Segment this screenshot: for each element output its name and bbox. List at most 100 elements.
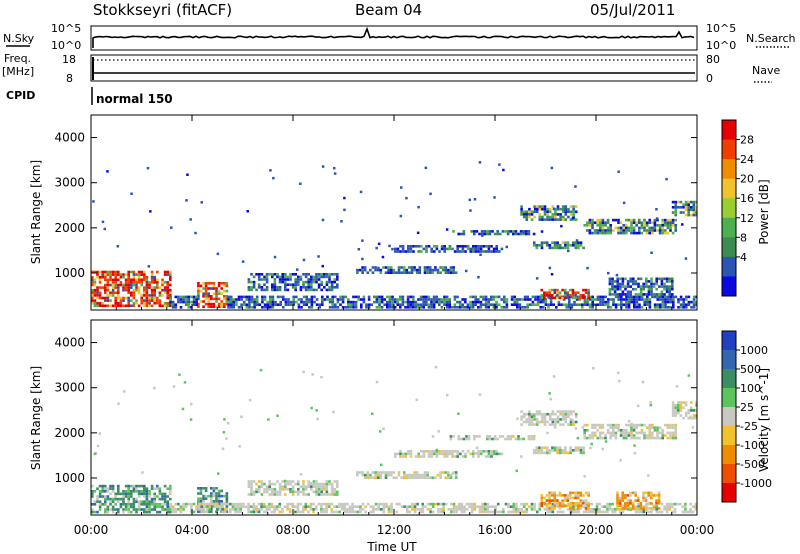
data-cell-1-0 (132, 508, 136, 511)
data-cell-1-2 (265, 505, 269, 508)
data-cell-1-0 (148, 503, 151, 506)
scatter-cell-1 (590, 442, 593, 446)
data-cell-0-8 (561, 241, 565, 244)
data-cell-0-3 (505, 306, 509, 309)
data-cell-1-2 (262, 502, 266, 506)
data-cell-0-3 (401, 298, 405, 301)
data-cell-1-3 (304, 493, 308, 496)
data-cell-1-2 (665, 508, 669, 511)
data-cell-0-0 (163, 288, 167, 292)
data-cell-1-2 (255, 508, 258, 511)
data-cell-0-7 (499, 232, 502, 236)
data-cell-1-4 (449, 473, 453, 477)
data-cell-0-9 (533, 210, 536, 214)
data-cell-1-0 (135, 487, 138, 490)
data-cell-0-7 (496, 232, 499, 236)
data-cell-1-8 (541, 418, 544, 421)
data-cell-1-9 (612, 426, 615, 429)
scatter-cell-0 (607, 271, 610, 275)
data-cell-0-12 (553, 288, 557, 292)
data-cell-1-9 (645, 426, 649, 429)
data-cell-0-0 (109, 275, 112, 279)
data-cell-0-4 (252, 275, 256, 279)
data-cell-0-10 (638, 229, 641, 232)
data-cell-0-5 (439, 266, 442, 269)
data-cell-0-0 (117, 301, 120, 305)
data-cell-1-2 (369, 510, 373, 514)
data-cell-1-2 (590, 510, 594, 514)
data-cell-1-9 (658, 436, 662, 440)
data-cell-1-4 (384, 473, 388, 477)
data-cell-1-4 (431, 476, 435, 479)
data-cell-1-0 (166, 487, 169, 490)
data-cell-0-4 (307, 278, 310, 281)
data-cell-1-5 (394, 452, 397, 456)
colorbar-tick-label: -100 (740, 439, 765, 452)
data-cell-1-6 (527, 437, 531, 441)
data-cell-0-3 (227, 295, 230, 299)
data-cell-1-2 (405, 508, 409, 511)
data-cell-1-2 (356, 510, 360, 514)
data-cell-1-2 (567, 502, 570, 506)
data-cell-1-0 (104, 487, 107, 490)
data-cell-1-10 (677, 406, 680, 410)
data-cell-1-8 (522, 415, 526, 419)
y-tick-label: 2000 (54, 221, 85, 235)
data-cell-1-0 (91, 508, 94, 511)
data-cell-1-3 (325, 482, 329, 486)
data-cell-1-0 (101, 495, 104, 498)
data-cell-0-10 (606, 221, 610, 224)
data-cell-0-0 (163, 273, 167, 276)
data-cell-0-1 (223, 289, 226, 293)
data-cell-0-0 (158, 304, 162, 308)
data-cell-0-6 (474, 250, 478, 253)
colorbar-frame (721, 119, 737, 297)
scatter-cell-0 (550, 166, 554, 170)
data-cell-1-12 (634, 494, 637, 497)
data-cell-1-11 (553, 491, 557, 495)
data-cell-0-0 (114, 273, 117, 276)
data-cell-0-0 (156, 301, 159, 305)
data-cell-0-9 (520, 210, 523, 214)
data-cell-0-3 (482, 298, 485, 301)
data-cell-1-3 (312, 485, 316, 488)
data-cell-0-6 (399, 245, 402, 248)
data-cell-1-2 (429, 508, 432, 511)
data-cell-1-9 (622, 436, 625, 440)
data-cell-1-0 (148, 508, 151, 511)
data-cell-0-3 (461, 306, 464, 309)
data-cell-0-13 (621, 280, 625, 283)
data-cell-1-5 (490, 455, 493, 458)
data-cell-0-10 (609, 229, 612, 232)
data-cell-0-0 (111, 291, 115, 295)
scatter-cell-0 (681, 223, 684, 226)
data-cell-0-6 (495, 250, 498, 253)
data-cell-0-13 (611, 280, 614, 283)
data-cell-1-2 (431, 502, 435, 506)
data-cell-0-3 (469, 303, 472, 306)
data-cell-1-5 (430, 455, 433, 458)
data-cell-1-11 (561, 504, 564, 508)
data-cell-0-13 (665, 285, 669, 288)
data-cell-0-4 (328, 286, 331, 289)
data-cell-0-1 (199, 284, 203, 288)
data-cell-0-3 (666, 295, 670, 299)
data-cell-0-0 (163, 286, 167, 289)
scatter-cell-1 (217, 472, 220, 475)
data-cell-1-2 (481, 510, 484, 514)
data-cell-0-0 (91, 301, 94, 305)
data-cell-1-2 (385, 502, 388, 506)
data-cell-0-13 (613, 285, 617, 288)
scatter-cell-0 (615, 273, 619, 277)
data-cell-0-4 (281, 280, 284, 284)
data-cell-1-12 (621, 507, 624, 510)
data-cell-0-10 (632, 229, 636, 232)
data-cell-0-10 (625, 229, 628, 232)
scatter-cell-1 (520, 455, 523, 458)
data-cell-0-3 (331, 300, 334, 304)
data-cell-0-3 (513, 303, 516, 306)
data-cell-1-2 (439, 502, 443, 506)
data-cell-1-2 (301, 508, 305, 511)
data-cell-1-4 (366, 471, 370, 474)
data-cell-0-3 (352, 295, 355, 299)
